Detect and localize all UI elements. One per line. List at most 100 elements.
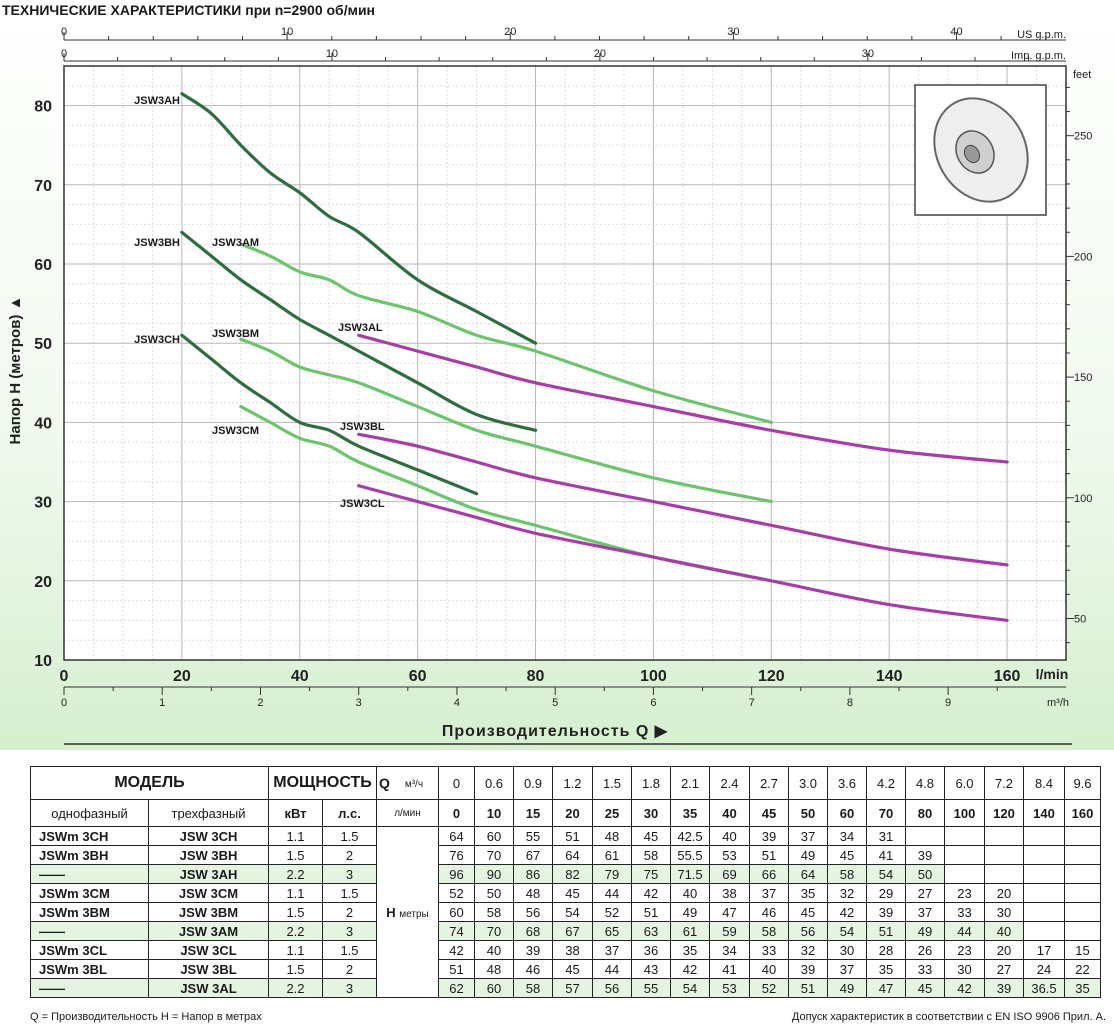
table-row: JSWm 3CH JSW 3CH 1.1 1.5 H метры 64 60 55 51 48 45… xyxy=(30,826,1101,998)
power-kw: 1.5 xyxy=(268,959,323,979)
power-kw: 2.2 xyxy=(268,864,323,884)
head-value-cell: 90 xyxy=(474,864,514,884)
head-value-cell: 22 xyxy=(1064,959,1101,979)
curve-JSW3AM xyxy=(239,242,773,424)
us-gpm-tick-label: 20 xyxy=(504,26,516,38)
curve-label-JSW3AM: JSW3AM xyxy=(212,237,259,249)
head-value-cell xyxy=(984,826,1024,846)
y-tick-label: 20 xyxy=(34,574,52,591)
table-row: JSWm 3CM JSW 3CM 1.1 1.5 52 50 48 45 44 42 40 38 37 3… xyxy=(30,883,1101,903)
head-value-cell: 36.5 xyxy=(1023,978,1065,998)
m3h-tick-label: 7 xyxy=(749,697,755,709)
flow-m3h-header: 1.5 xyxy=(592,766,632,800)
head-value-cell: 34 xyxy=(709,940,750,960)
head-value-cell: 42 xyxy=(438,940,475,960)
model-single-phase: JSWm 3CL xyxy=(30,940,149,960)
model-three-phase: JSW 3CL xyxy=(148,940,269,960)
head-value-cell: 49 xyxy=(670,902,710,922)
head-value-cell: 82 xyxy=(552,864,593,884)
head-value-cell: 35 xyxy=(670,940,710,960)
m3h-unit-label: m³/h xyxy=(1047,697,1069,709)
model-single-phase: JSWm 3BH xyxy=(30,845,149,865)
y-tick-label: 40 xyxy=(34,415,52,432)
x-tick-label: 160 xyxy=(994,668,1021,685)
head-value-cell: 39 xyxy=(788,959,828,979)
head-value-cell: 66 xyxy=(749,864,789,884)
flow-m3h-header: 8.4 xyxy=(1023,766,1065,800)
head-value-cell: 50 xyxy=(474,883,514,903)
head-value-cell: 33 xyxy=(749,940,789,960)
model-three-phase: JSW 3AM xyxy=(148,921,269,941)
model-single-phase: —— xyxy=(30,864,149,884)
flow-lmin-header: 30 xyxy=(631,799,671,827)
flow-m3h-header: 1.8 xyxy=(631,766,671,800)
curve-JSW3BH xyxy=(180,230,538,432)
imp-gpm-tick-label: 10 xyxy=(326,48,338,60)
head-value-cell: 24 xyxy=(1023,959,1065,979)
curve-JSW3AH xyxy=(180,92,538,345)
head-value-cell: 64 xyxy=(552,845,593,865)
kw-header: кВт xyxy=(268,799,323,827)
head-value-cell: 49 xyxy=(788,845,828,865)
head-value-cell: 53 xyxy=(709,845,750,865)
head-value-cell: 37 xyxy=(905,902,945,922)
head-value-cell: 34 xyxy=(827,826,867,846)
q-label: Q xyxy=(379,775,390,791)
head-value-cell: 76 xyxy=(438,845,475,865)
head-value-cell: 60 xyxy=(438,902,475,922)
m3h-tick-label: 3 xyxy=(356,697,362,709)
head-value-cell: 79 xyxy=(592,864,632,884)
model-single-phase: —— xyxy=(30,921,149,941)
power-hp: 3 xyxy=(322,864,377,884)
head-value-cell: 51 xyxy=(552,826,593,846)
head-value-cell: 42 xyxy=(827,902,867,922)
model-single-phase: —— xyxy=(30,978,149,998)
head-value-cell: 33 xyxy=(905,959,945,979)
head-value-cell: 27 xyxy=(905,883,945,903)
head-value-cell xyxy=(984,864,1024,884)
head-value-cell: 46 xyxy=(749,902,789,922)
head-value-cell: 52 xyxy=(749,978,789,998)
head-value-cell: 48 xyxy=(513,883,553,903)
head-value-cell: 68 xyxy=(513,921,553,941)
us-gpm-tick-label: 30 xyxy=(727,26,739,38)
head-value-cell: 45 xyxy=(552,883,593,903)
power-kw: 1.5 xyxy=(268,902,323,922)
three-phase-header: трехфазный xyxy=(148,799,269,827)
head-value-cell: 15 xyxy=(1064,940,1101,960)
model-single-phase: JSWm 3CM xyxy=(30,883,149,903)
flow-lmin-header: 80 xyxy=(905,799,945,827)
m3h-tick-label: 8 xyxy=(847,697,853,709)
head-value-cell: 51 xyxy=(749,845,789,865)
head-value-cell xyxy=(1064,883,1101,903)
head-value-cell: 58 xyxy=(749,921,789,941)
feet-tick-label: 100 xyxy=(1074,493,1092,505)
head-value-cell: 30 xyxy=(944,959,985,979)
flow-lmin-header: 40 xyxy=(709,799,750,827)
curve-label-JSW3BL: JSW3BL xyxy=(340,421,385,433)
flow-m3h-header: 6.0 xyxy=(944,766,985,800)
head-value-cell: 40 xyxy=(749,959,789,979)
head-value-cell: 61 xyxy=(670,921,710,941)
head-value-cell: 41 xyxy=(709,959,750,979)
head-value-cell: 54 xyxy=(552,902,593,922)
curve-label-JSW3AL: JSW3AL xyxy=(338,322,383,334)
head-value-cell: 44 xyxy=(592,883,632,903)
curve-label-JSW3CM: JSW3CM xyxy=(212,425,259,437)
flow-lmin-header: 45 xyxy=(749,799,789,827)
curve-JSW3CL xyxy=(357,484,1009,622)
head-value-cell: 35 xyxy=(866,959,906,979)
imp-gpm-tick-label: 20 xyxy=(594,48,606,60)
y-tick-label: 10 xyxy=(34,653,52,670)
footer-tolerance: Допуск характеристик в соответствии с EN… xyxy=(791,1011,1106,1023)
imp-gpm-unit-label: Imp. g.p.m. xyxy=(1011,50,1066,62)
feet-tick-label: 50 xyxy=(1074,613,1086,625)
flow-lmin-header: 15 xyxy=(513,799,553,827)
head-value-cell xyxy=(1023,902,1065,922)
head-value-cell: 39 xyxy=(984,978,1024,998)
head-value-cell: 54 xyxy=(827,921,867,941)
us-gpm-tick-label: 40 xyxy=(950,26,962,38)
head-value-cell: 47 xyxy=(709,902,750,922)
